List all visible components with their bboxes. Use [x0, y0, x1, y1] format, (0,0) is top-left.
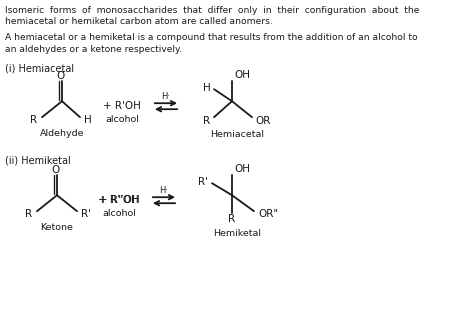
- Text: R: R: [228, 214, 236, 224]
- Text: alcohol: alcohol: [105, 115, 139, 124]
- Text: Aldehyde: Aldehyde: [40, 129, 84, 138]
- Text: Hemiketal: Hemiketal: [213, 229, 261, 238]
- Text: (ii) Hemiketal: (ii) Hemiketal: [5, 155, 71, 165]
- Text: H·: H·: [159, 186, 168, 195]
- Text: R: R: [25, 209, 32, 219]
- Text: + R'OH: + R'OH: [103, 101, 141, 111]
- Text: A hemiacetal or a hemiketal is a compound that results from the addition of an a: A hemiacetal or a hemiketal is a compoun…: [5, 33, 418, 42]
- Text: + R’’OH: + R’’OH: [98, 195, 140, 205]
- Text: Ketone: Ketone: [41, 223, 73, 232]
- Text: hemiacetal or hemiketal carbon atom are called anomers.: hemiacetal or hemiketal carbon atom are …: [5, 17, 273, 26]
- Text: H: H: [84, 115, 92, 125]
- Text: (i) Hemiacetal: (i) Hemiacetal: [5, 63, 74, 73]
- Text: OH: OH: [234, 164, 250, 174]
- Text: O: O: [57, 71, 65, 81]
- Text: OH: OH: [234, 70, 250, 80]
- Text: alcohol: alcohol: [102, 209, 136, 218]
- Text: R: R: [30, 115, 37, 125]
- Text: an aldehydes or a ketone respectively.: an aldehydes or a ketone respectively.: [5, 45, 182, 53]
- Text: R': R': [81, 209, 91, 219]
- Text: + R"OH: + R"OH: [99, 195, 139, 205]
- Text: OR": OR": [258, 209, 278, 219]
- Text: R': R': [198, 177, 208, 187]
- Text: O: O: [52, 165, 60, 175]
- Text: Isomeric  forms  of  monosaccharides  that  differ  only  in  their  configurati: Isomeric forms of monosaccharides that d…: [5, 6, 419, 15]
- Text: H·: H·: [162, 92, 171, 101]
- Text: OR: OR: [255, 116, 270, 126]
- Text: Hemiacetal: Hemiacetal: [210, 130, 264, 139]
- Text: R: R: [203, 116, 210, 126]
- Text: H: H: [203, 83, 211, 93]
